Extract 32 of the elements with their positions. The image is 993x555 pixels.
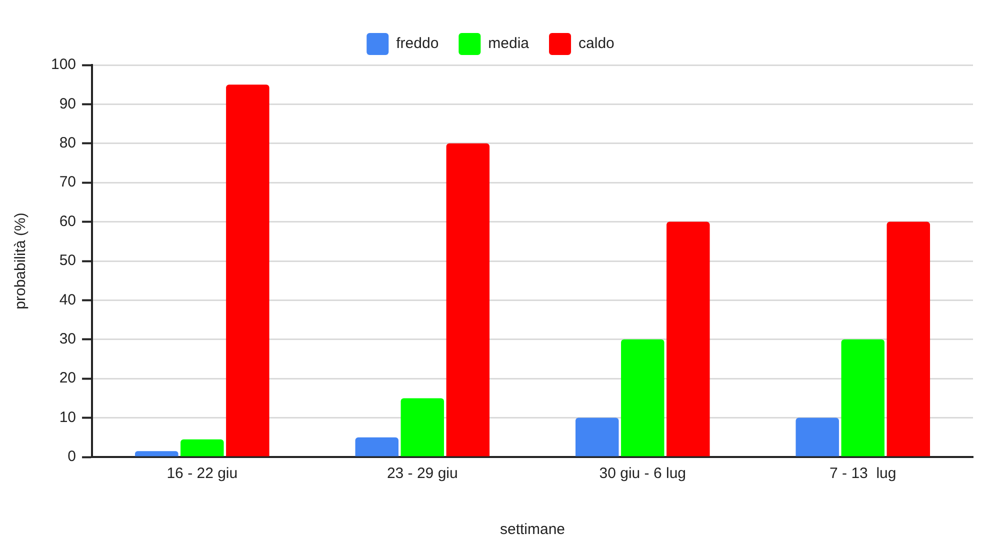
legend-label: caldo [578,35,614,52]
y-tick-label: 30 [59,330,76,348]
y-tick-label: 40 [59,291,76,308]
y-tick-label: 50 [59,252,76,270]
y-tick-label: 10 [59,408,76,426]
x-tick-label: 30 giu - 6 lug [599,465,686,482]
y-tick-label: 100 [50,56,76,74]
y-tick-label: 70 [59,174,76,191]
x-tick-label: 23 - 29 giu [386,465,458,482]
x-tick-label: 7 - 13 lug [830,465,896,482]
y-axis-title: probabilità (%) [12,212,30,310]
bar [796,418,839,456]
bar [226,84,270,456]
legend-label: freddo [396,35,439,52]
bar [575,418,619,456]
bar [135,451,178,456]
bar [400,398,444,456]
y-tick-label: 80 [59,134,76,152]
bar [886,222,930,456]
bar [355,437,398,456]
y-tick-label: 60 [59,212,76,230]
bar [621,339,664,456]
x-tick-label: 16 - 22 giu [166,465,238,482]
x-axis-title: settimane [500,521,566,538]
legend-label: media [488,35,530,52]
bar [446,143,490,456]
y-tick-label: 0 [68,448,76,466]
y-tick-label: 20 [59,370,76,387]
bar [841,339,884,456]
bar [180,439,224,456]
bar [666,222,710,456]
y-tick-label: 90 [59,95,76,112]
